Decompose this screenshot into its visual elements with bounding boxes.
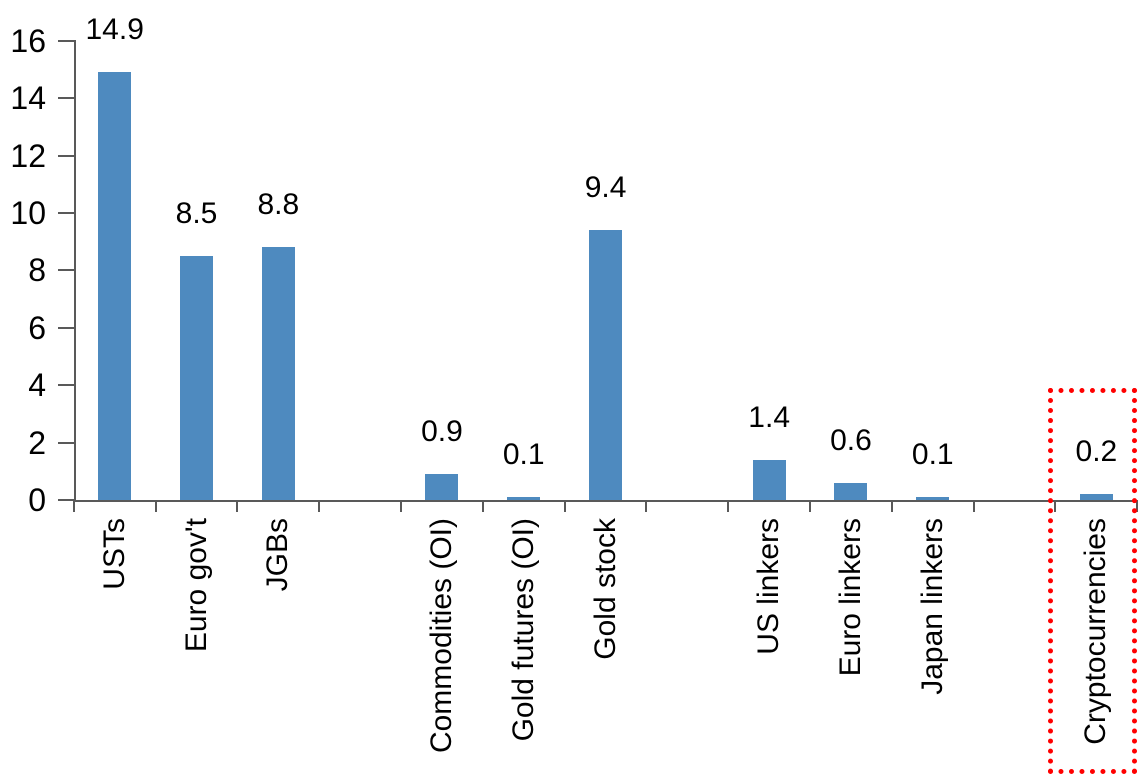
y-tick-label: 14 <box>10 80 46 117</box>
bar-euro-linkers <box>834 482 868 500</box>
value-label-usts: 14.9 <box>85 13 144 47</box>
value-label-japan-linkers: 0.1 <box>911 438 954 472</box>
bar-gold-stock <box>589 230 623 500</box>
y-tick-mark <box>58 212 76 214</box>
x-tick-mark <box>890 500 893 512</box>
value-label-euro-linkers: 0.6 <box>830 423 872 457</box>
y-tick-mark <box>58 269 76 272</box>
bar-jgbs <box>261 247 295 500</box>
y-tick-label: 6 <box>28 309 46 346</box>
bar-gold-futures-oi <box>507 497 541 500</box>
x-tick-label-gold-futures-oi: Gold futures (OI) <box>506 518 540 742</box>
highlight-box-cryptocurrencies <box>1047 388 1137 774</box>
x-tick-label-gold-stock: Gold stock <box>588 518 622 660</box>
y-tick-label: 16 <box>10 22 46 59</box>
x-tick-mark <box>400 500 403 512</box>
x-tick-mark <box>727 500 730 512</box>
value-label-gold-futures-oi: 0.1 <box>502 438 545 472</box>
y-tick-label: 8 <box>28 252 46 289</box>
x-tick-mark <box>318 500 321 512</box>
y-tick-label: 10 <box>10 195 46 231</box>
y-tick-label: 4 <box>28 367 46 404</box>
value-label-cryptocurrencies: 0.2 <box>1075 435 1118 469</box>
value-label-euro-gov-t: 8.5 <box>175 197 218 231</box>
bar-commodities-oi <box>425 474 459 500</box>
x-tick-label-usts: USTs <box>97 518 131 590</box>
x-tick-mark <box>1054 500 1057 512</box>
value-label-jgbs: 8.8 <box>257 188 300 222</box>
x-tick-mark <box>972 500 975 512</box>
x-tick-mark <box>481 500 484 512</box>
value-label-gold-stock: 9.4 <box>584 171 627 205</box>
x-tick-mark <box>154 500 157 512</box>
y-tick-label: 12 <box>10 137 46 174</box>
x-tick-label-euro-linkers: Euro linkers <box>833 518 867 677</box>
y-tick-mark <box>58 499 76 501</box>
x-tick-mark <box>236 500 239 512</box>
x-tick-label-jgbs: JGBs <box>261 518 295 592</box>
x-tick-mark <box>809 500 812 512</box>
value-label-us-linkers: 1.4 <box>748 400 791 434</box>
y-tick-mark <box>58 39 76 42</box>
y-tick-mark <box>58 326 76 329</box>
x-tick-mark <box>72 500 75 512</box>
bar-japan-linkers <box>916 497 950 500</box>
x-axis-line <box>73 500 1138 502</box>
bar-cryptocurrencies <box>1079 494 1113 500</box>
y-tick-mark <box>58 154 76 157</box>
x-tick-mark <box>645 500 648 512</box>
value-label-commodities-oi: 0.9 <box>421 415 463 449</box>
bar-euro-gov-t <box>180 256 213 500</box>
bar-us-linkers <box>752 459 786 500</box>
x-tick-mark <box>1136 500 1139 512</box>
bar-usts <box>98 72 132 500</box>
x-tick-mark <box>563 500 566 512</box>
x-tick-label-euro-gov-t: Euro gov't <box>179 518 213 653</box>
y-tick-mark <box>58 384 76 387</box>
y-tick-mark <box>58 441 76 444</box>
x-tick-label-commodities-oi: Commodities (OI) <box>424 518 458 754</box>
y-tick-mark <box>58 97 76 100</box>
y-tick-label: 0 <box>28 482 46 518</box>
y-tick-label: 2 <box>28 424 46 461</box>
x-tick-label-us-linkers: US linkers <box>752 518 786 655</box>
x-tick-label-japan-linkers: Japan linkers <box>915 518 949 695</box>
